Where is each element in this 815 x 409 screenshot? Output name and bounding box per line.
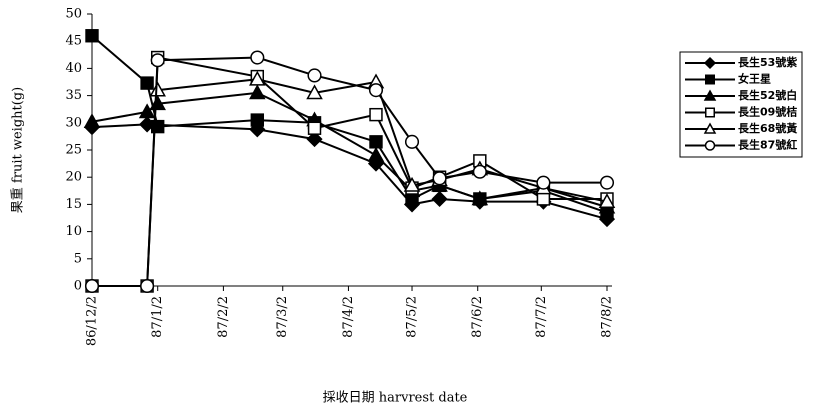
marker [140,76,154,90]
marker [472,164,487,179]
x-tick-label: 87/2/2 [216,296,231,338]
marker [404,134,420,149]
marker [367,146,385,162]
legend-label: 長生68號黃 [738,121,797,135]
marker [703,89,717,101]
marker [149,95,166,111]
marker [703,56,717,70]
y-tick-label: 10 [65,224,82,239]
marker [536,175,551,190]
y-tick-label: 45 [65,34,82,49]
marker [250,113,265,127]
x-tick-label: 87/7/2 [534,296,549,338]
x-tick-label: 87/4/2 [341,296,356,338]
marker [307,121,322,135]
marker [249,70,266,86]
y-tick-label: 0 [74,279,82,294]
marker [403,176,421,192]
marker [599,175,615,190]
x-tick-label: 87/8/2 [600,296,615,338]
marker [369,107,383,122]
legend-label: 長生53號紫 [738,55,797,69]
marker [432,171,447,186]
marker [307,68,322,83]
series-line [91,35,608,214]
y-axis-label: 果重 fruit weight(g) [10,87,26,213]
marker [368,83,384,98]
legend-label: 長生87號紅 [738,138,797,152]
marker [84,278,100,294]
marker [471,190,489,206]
y-tick-label: 5 [74,251,82,266]
marker [705,107,715,118]
legend-label: 女王星 [738,72,771,86]
y-tick-label: 30 [65,115,82,130]
legend-label: 長生09號桔 [738,105,797,119]
x-tick-label: 87/3/2 [275,296,290,338]
marker [306,84,323,100]
marker [704,140,716,151]
series-line [91,123,608,221]
x-tick-label: 87/5/2 [405,296,420,338]
x-tick-label: 86/12/2 [85,296,100,346]
y-tick-label: 35 [65,88,82,103]
marker [149,81,166,97]
marker [249,84,266,100]
marker [598,193,616,209]
legend-label: 長生52號白 [738,88,797,102]
marker [250,50,265,65]
x-axis-label: 採收日期 harvrest date [323,391,468,406]
series-line [92,56,607,287]
marker [150,119,165,134]
x-tick-label: 87/1/2 [150,296,165,338]
marker [703,122,717,134]
y-tick-label: 25 [65,143,82,158]
y-tick-label: 20 [65,170,82,185]
y-tick-label: 40 [65,61,82,76]
marker [140,278,155,294]
x-tick-label: 87/6/2 [470,296,485,338]
legend-box [679,51,803,158]
marker [705,74,715,85]
marker [83,113,101,129]
marker [85,29,99,43]
marker [369,135,383,149]
marker [536,192,551,206]
marker [138,103,156,119]
marker [306,131,323,148]
marker [431,190,448,208]
y-tick-label: 15 [65,197,82,212]
series-line [92,56,607,287]
y-tick-label: 50 [65,7,82,22]
marker [150,53,165,68]
